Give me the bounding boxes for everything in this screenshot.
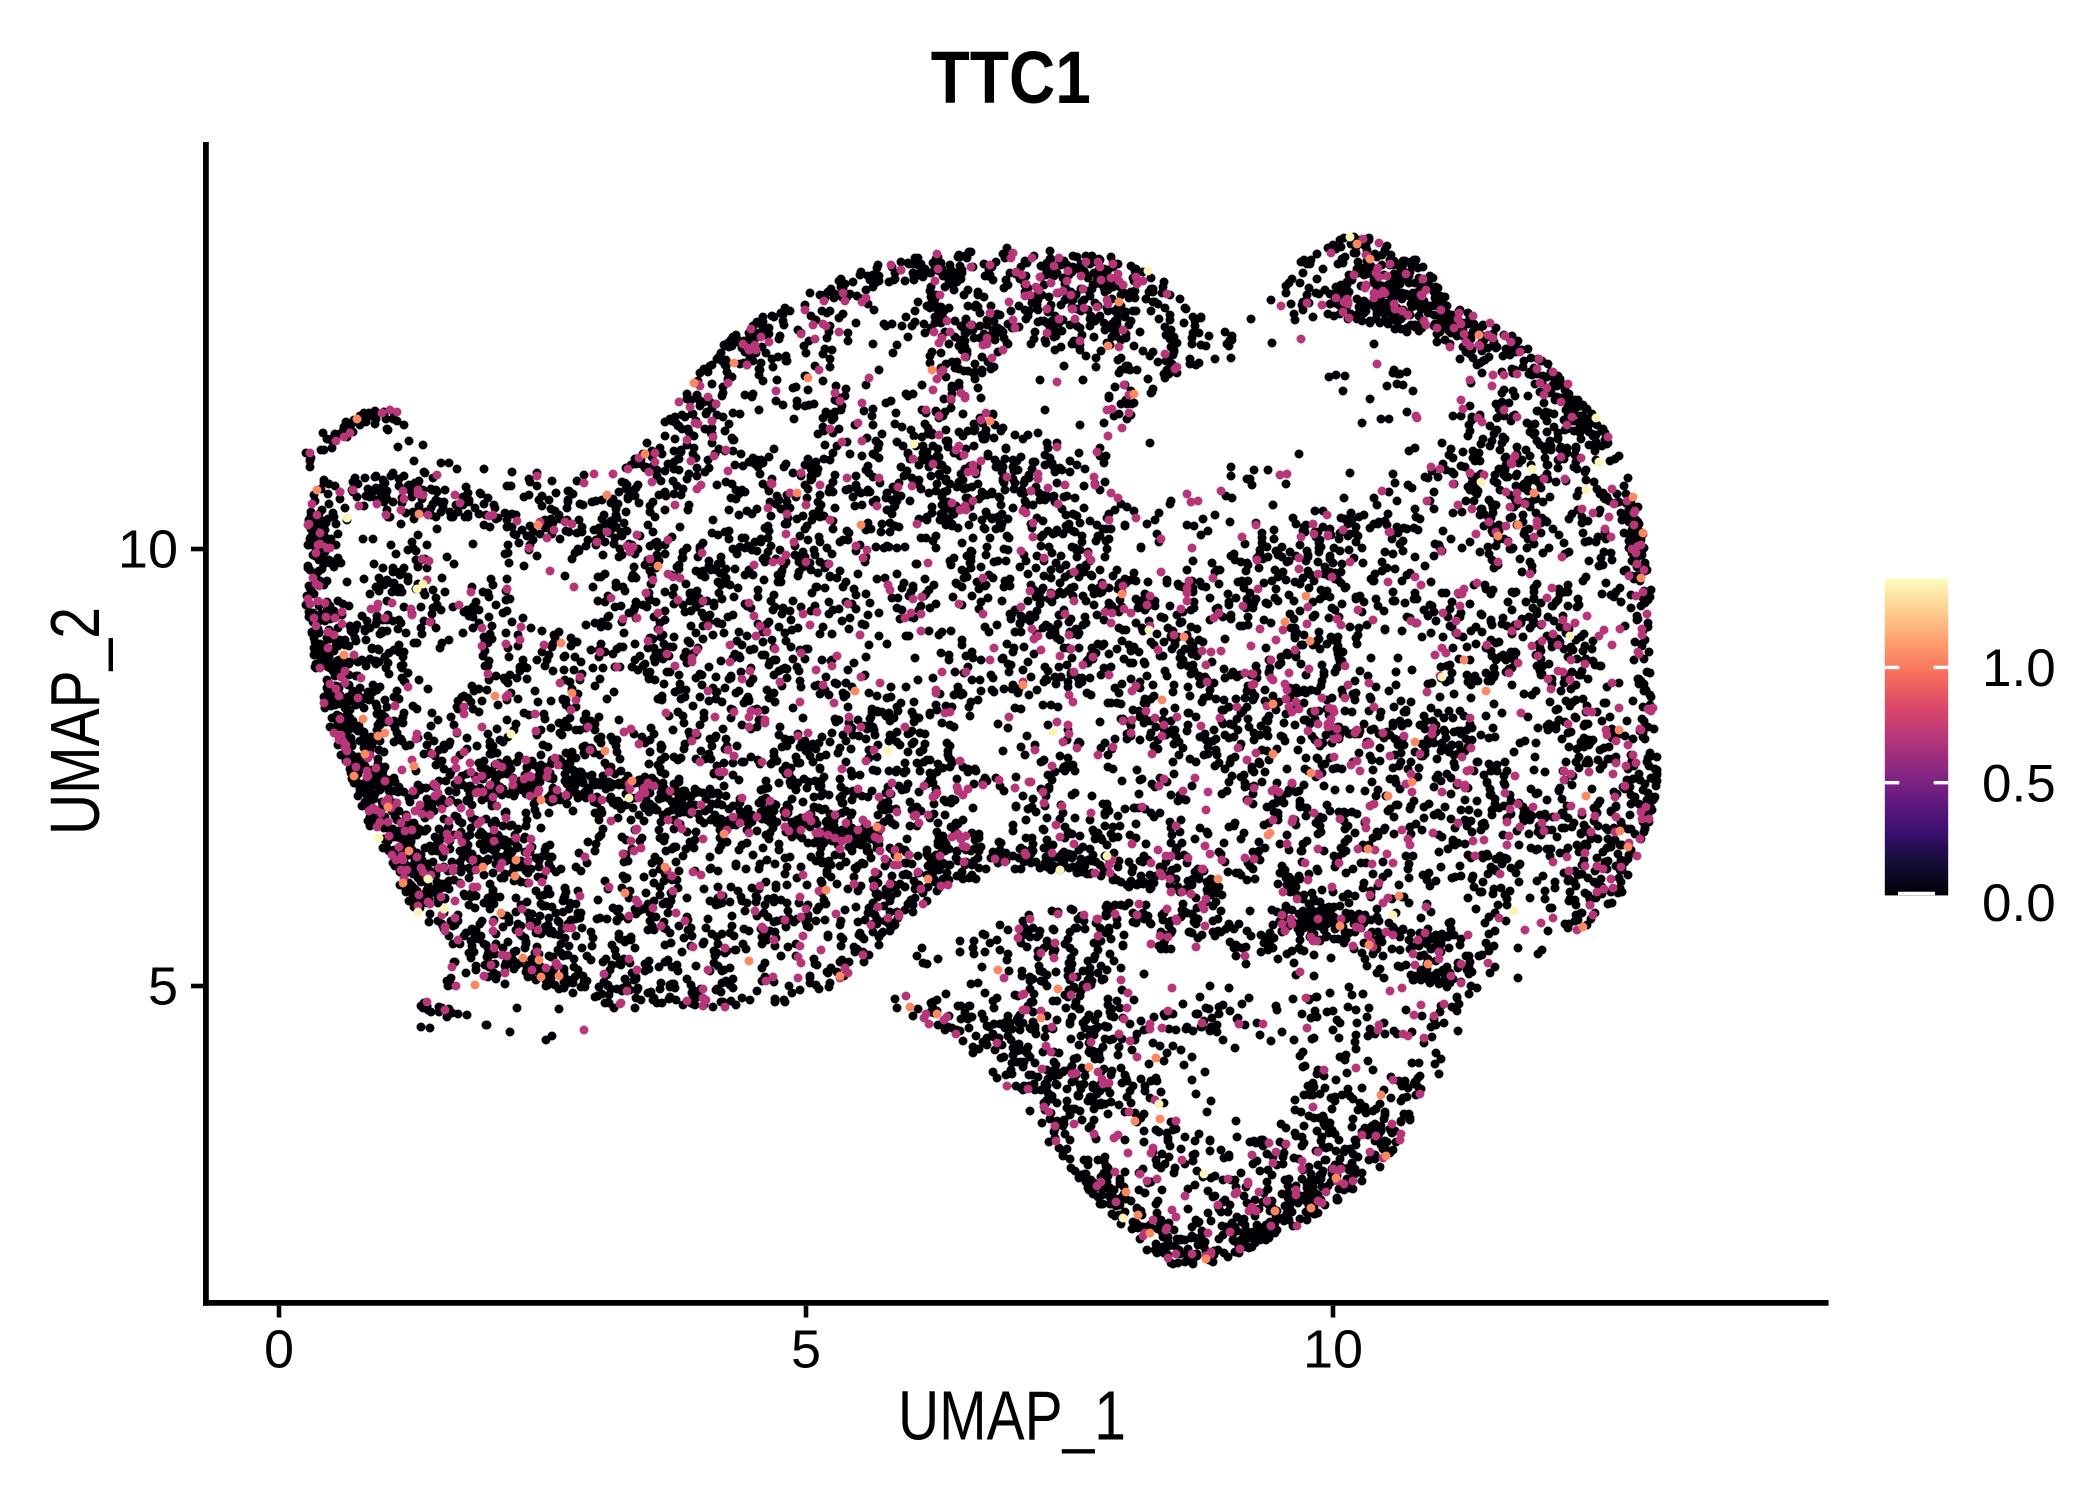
- svg-text:10: 10: [1303, 1319, 1363, 1379]
- svg-text:TTC1: TTC1: [931, 36, 1091, 119]
- svg-text:1.0: 1.0: [1982, 639, 2056, 698]
- svg-text:0.5: 0.5: [1982, 754, 2056, 813]
- svg-text:UMAP_1: UMAP_1: [898, 1376, 1126, 1454]
- svg-text:0.0: 0.0: [1982, 874, 2056, 933]
- svg-text:UMAP_2: UMAP_2: [36, 607, 114, 835]
- svg-text:0: 0: [264, 1319, 294, 1379]
- svg-text:5: 5: [791, 1319, 821, 1379]
- svg-text:10: 10: [118, 519, 178, 579]
- svg-text:5: 5: [148, 956, 178, 1016]
